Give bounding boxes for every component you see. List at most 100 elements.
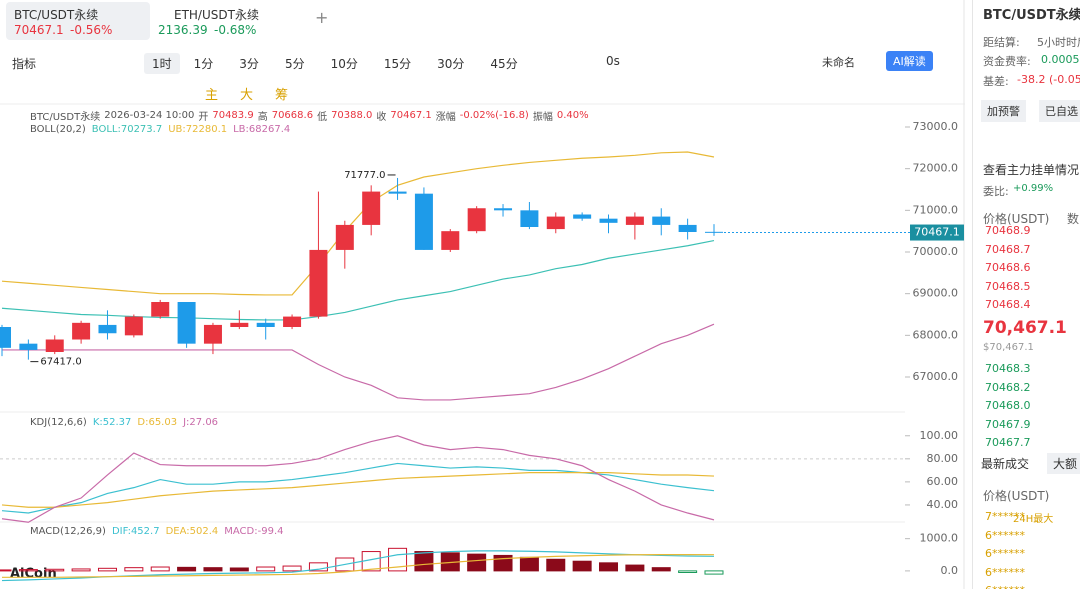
candle-body bbox=[625, 216, 644, 225]
depth-link[interactable]: 查看主力挂单情况 bbox=[983, 163, 1080, 177]
interval[interactable]: 30分 bbox=[437, 57, 465, 71]
macd-bar bbox=[546, 558, 566, 572]
y-tick-label: 0.0 bbox=[941, 564, 959, 577]
tool[interactable]: 大 bbox=[240, 88, 254, 103]
macd-bar bbox=[519, 556, 539, 572]
button[interactable]: 加预警 bbox=[981, 100, 1026, 122]
candle-body bbox=[203, 324, 222, 344]
candle-body bbox=[678, 224, 697, 232]
indicator-label: KDJ(12,6,6) bbox=[30, 417, 87, 428]
indicator-line bbox=[1, 151, 715, 296]
interval[interactable]: 1分 bbox=[193, 57, 214, 71]
candle-body bbox=[45, 339, 64, 352]
y-tick-label: 100.00 bbox=[920, 429, 959, 442]
y-tick-label: 40.00 bbox=[927, 498, 959, 511]
info-text: 高 bbox=[257, 112, 268, 123]
y-tick-label: 1000.0 bbox=[920, 532, 959, 545]
candle-body bbox=[704, 231, 723, 233]
y-tick-label: 73000.0 bbox=[913, 120, 959, 133]
macd-bar bbox=[45, 568, 65, 572]
info-value: -0.02%(-16.8) bbox=[459, 110, 529, 121]
badge: 24H最大 bbox=[1013, 514, 1054, 525]
tool[interactable]: 筹 bbox=[275, 88, 289, 103]
info-value: 70483.9 bbox=[212, 110, 254, 121]
candle-body bbox=[124, 316, 143, 336]
tab-change: -0.68% bbox=[214, 23, 257, 37]
candle-body bbox=[256, 322, 275, 327]
indicator-value: LB:68267.4 bbox=[233, 124, 291, 135]
interval[interactable]: 45分 bbox=[490, 57, 518, 71]
info-text: 收 bbox=[376, 112, 387, 123]
ask-price: 70468.5 bbox=[985, 279, 1031, 293]
tab[interactable]: BTC/USDT永续 70467.1 -0.56% bbox=[6, 2, 150, 40]
macd-bar bbox=[625, 564, 645, 572]
label: 委比: bbox=[983, 185, 1009, 198]
bid-price: 70467.7 bbox=[985, 436, 1031, 449]
candle-body bbox=[151, 302, 170, 317]
macd-bar bbox=[256, 566, 276, 572]
tab[interactable]: ETH/USDT永续 2136.39 -0.68% bbox=[150, 2, 290, 40]
indicator-button[interactable]: 指标 bbox=[12, 57, 37, 71]
macd-bar bbox=[0, 569, 12, 572]
macd-bar bbox=[704, 570, 724, 575]
trades-tab[interactable]: 大额 bbox=[1047, 453, 1080, 474]
label: 基差: bbox=[983, 75, 1009, 88]
y-tick-label: 80.00 bbox=[927, 452, 959, 465]
candle-body bbox=[520, 210, 539, 227]
value: +0.99% bbox=[1013, 183, 1054, 194]
chart: AiCoin 73000.072000.071000.070000.069000… bbox=[0, 0, 965, 589]
value: 5小时时后 bbox=[1037, 36, 1080, 49]
layout-name[interactable]: 未命名 bbox=[822, 56, 855, 69]
label: 距结算: bbox=[983, 36, 1020, 49]
indicator-line bbox=[2, 323, 715, 401]
macd-bar bbox=[177, 566, 197, 572]
indicator-line bbox=[1, 472, 715, 508]
info-text: 开 bbox=[198, 112, 209, 123]
ai-button[interactable]: AI解读 bbox=[886, 51, 933, 71]
macd-bar bbox=[308, 562, 328, 572]
indicator-line bbox=[2, 554, 714, 578]
ask-price: 70468.6 bbox=[985, 261, 1031, 274]
ask-price: 70468.4 bbox=[985, 298, 1031, 311]
indicator-value: BOLL:70273.7 bbox=[91, 124, 163, 135]
interval[interactable]: 15分 bbox=[383, 57, 412, 71]
boll-info: BOLL(20,2) BOLL:70273.7 UB:72280.1 LB:68… bbox=[30, 124, 290, 135]
trades-tab[interactable]: 最新成交 bbox=[981, 457, 1030, 471]
add-tab[interactable]: + bbox=[315, 8, 329, 27]
indicator-value: J:27.06 bbox=[183, 417, 219, 428]
macd-bar bbox=[467, 553, 487, 572]
y-tick-label: 71000.0 bbox=[913, 203, 959, 216]
trade-price: 6****** bbox=[985, 565, 1025, 579]
last-price-tag bbox=[910, 224, 964, 241]
info-value: 70388.0 bbox=[331, 110, 373, 121]
indicator-value: DIF:452.7 bbox=[111, 526, 160, 537]
candle-body bbox=[335, 224, 354, 250]
candle-body bbox=[414, 193, 433, 250]
interval[interactable]: 3分 bbox=[239, 57, 259, 71]
interval-list: 1分 3分 5分 10分 15分 30分 45分 bbox=[194, 55, 518, 72]
macd-bar bbox=[335, 557, 355, 572]
candle-body bbox=[362, 191, 381, 225]
y-tick-label: 72000.0 bbox=[913, 162, 959, 175]
tool[interactable]: 主 bbox=[205, 88, 219, 103]
indicator-line bbox=[1, 240, 715, 321]
interval-selected[interactable]: 1时 bbox=[144, 53, 180, 74]
indicator-value: DEA:502.4 bbox=[165, 526, 219, 537]
candle-body bbox=[72, 322, 91, 340]
bid-price: 70467.9 bbox=[985, 417, 1031, 431]
info-text: 2026-03-24 10:00 bbox=[104, 110, 195, 121]
last-usd: $70,467.1 bbox=[983, 342, 1034, 353]
indicator-value: UB:72280.1 bbox=[168, 124, 228, 135]
y-tick-label: 70000.0 bbox=[913, 245, 959, 258]
y-tick-label: 60.00 bbox=[927, 475, 959, 488]
button[interactable]: 已自选 bbox=[1039, 100, 1080, 122]
indicator-value: D:65.03 bbox=[137, 417, 178, 428]
interval[interactable]: 10分 bbox=[330, 57, 358, 71]
interval[interactable]: 5分 bbox=[284, 57, 305, 71]
ask-price: 70468.7 bbox=[985, 242, 1031, 256]
ask-price: 70468.9 bbox=[985, 224, 1031, 237]
candle-body bbox=[467, 208, 486, 232]
macd-bar bbox=[388, 547, 408, 572]
ohlc-info: BTC/USDT永续 2026-03-24 10:00 开 70483.9 高 70… bbox=[30, 108, 589, 123]
macd-bar bbox=[572, 560, 592, 572]
